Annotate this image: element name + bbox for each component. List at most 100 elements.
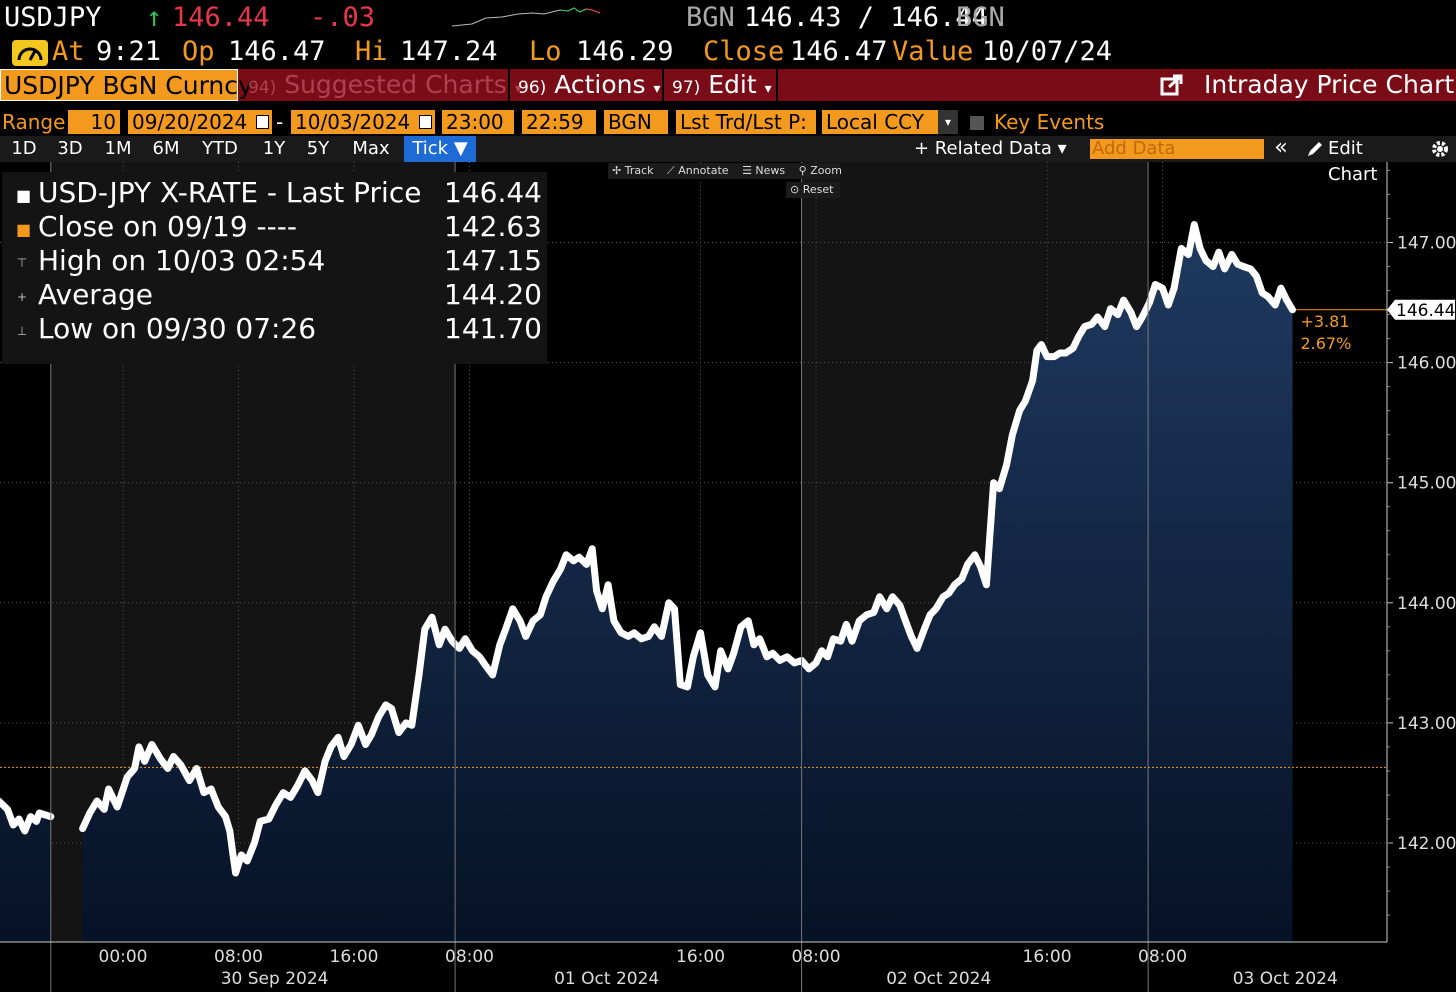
menu-divider xyxy=(508,69,510,101)
edit-chart-button[interactable]: Edit Chart xyxy=(1328,138,1378,185)
range-bar: Range 10 09/20/2024 - 10/03/2024 23:00 2… xyxy=(0,108,1456,136)
legend-close-value: 142.63 xyxy=(444,210,542,243)
x-tick-label: 08:00 xyxy=(445,947,494,967)
edit-num: 97) xyxy=(672,78,701,98)
ask-source: BGN xyxy=(956,2,1005,33)
close-label: Close xyxy=(703,36,785,67)
y-tick-label: 142.00 xyxy=(1397,834,1456,854)
range-label: Range xyxy=(2,110,66,134)
period-button-1m[interactable]: 1M xyxy=(104,138,132,159)
legend-low-label: Low on 09/30 07:26 xyxy=(38,312,317,345)
period-button-max[interactable]: Max xyxy=(352,138,390,159)
legend-average-label: Average xyxy=(38,278,153,311)
period-button-6m[interactable]: 6M xyxy=(152,138,180,159)
date-label: 30 Sep 2024 xyxy=(221,969,329,989)
range-value[interactable]: 10 xyxy=(68,110,120,134)
gear-icon[interactable] xyxy=(1430,139,1450,163)
open-label: Op xyxy=(182,36,215,67)
price-change: -.03 xyxy=(310,2,376,33)
y-tick-label: 147.00 xyxy=(1397,234,1456,254)
chart-title-text: Intraday Price Chart xyxy=(1204,70,1455,99)
collapse-button[interactable]: « xyxy=(1274,135,1288,160)
start-date: 09/20/2024 xyxy=(132,110,248,134)
news-tool[interactable]: ☰ News xyxy=(742,164,786,177)
x-tick-label: 08:00 xyxy=(792,947,841,967)
related-data-button[interactable]: + Related Data ▾ xyxy=(914,138,1067,159)
x-tick-label: 16:00 xyxy=(1023,947,1072,967)
chevron-down-icon[interactable]: ▾ xyxy=(938,110,958,134)
track-label: Track xyxy=(624,164,654,177)
suggested-num: 94) xyxy=(248,78,277,98)
calendar-icon[interactable] xyxy=(256,115,269,129)
key-events-checkbox[interactable] xyxy=(970,116,984,130)
last-price-tag xyxy=(1387,299,1455,320)
annotate-label: Annotate xyxy=(678,164,729,177)
period-button-5y[interactable]: 5Y xyxy=(306,138,330,159)
period-bar: 1D 3D 1M 6M YTD 1Y 5Y Max Tick ▼ + Related Data … xyxy=(0,135,1456,185)
date-label: 03 Oct 2024 xyxy=(1233,969,1338,989)
chevron-down-icon: ▾ xyxy=(653,81,661,97)
range-dash: - xyxy=(276,110,284,134)
suggested-charts-menu[interactable]: 94) Suggested Charts ▾ xyxy=(248,69,522,101)
reset-label: Reset xyxy=(802,183,834,196)
price-chart[interactable]: 147.00 146.00 145.00 144.00 143.00 142.00 00:0… xyxy=(0,162,1456,992)
quote-stats: At 9:21 Op 146.47 Hi 147.24 Lo 146.29 Cl… xyxy=(0,36,1456,70)
chart-title: Intraday Price Chart xyxy=(1204,69,1454,101)
legend-last-value: 146.44 xyxy=(444,176,542,209)
end-time[interactable]: 22:59 xyxy=(522,110,596,134)
menu-bar: USDJPY BGN Curncy 94) Suggested Charts ▾… xyxy=(0,69,1456,101)
security-label: USDJPY BGN Curncy xyxy=(4,71,253,100)
reset-icon: ⊙ xyxy=(790,183,800,196)
last-price: 146.44 xyxy=(172,2,270,33)
average-marker-icon: + xyxy=(16,290,28,304)
date-label: 01 Oct 2024 xyxy=(554,969,659,989)
external-link-icon[interactable] xyxy=(1160,73,1184,97)
value-label: Value xyxy=(892,36,974,67)
period-button-1d[interactable]: 1D xyxy=(11,138,37,159)
y-tick-label: 146.00 xyxy=(1397,354,1456,374)
annotate-tool[interactable]: ⟋ Annotate xyxy=(667,164,729,177)
period-button-ytd[interactable]: YTD xyxy=(202,138,238,159)
gauge-icon xyxy=(12,40,48,66)
zoom-tool[interactable]: ⚲ Zoom xyxy=(798,164,842,177)
period-button-1y[interactable]: 1Y xyxy=(262,138,286,159)
reset-tool[interactable]: ⊙ Reset xyxy=(786,182,840,198)
end-date-field[interactable]: 10/03/2024 xyxy=(291,110,435,134)
quote-header: USDJPY ↑ 146.44 -.03 BGN 146.43 / 146.44… xyxy=(0,2,1456,36)
menu-divider xyxy=(776,69,778,101)
mode-field[interactable]: Lst Trd/Lst P: xyxy=(676,110,816,134)
series-marker-icon: ■ xyxy=(16,186,32,205)
price-area xyxy=(0,224,1293,942)
security-field[interactable]: USDJPY BGN Curncy xyxy=(0,69,253,101)
currency-value: Local CCY xyxy=(826,110,924,134)
ticker: USDJPY xyxy=(4,2,102,33)
date-label: 02 Oct 2024 xyxy=(886,969,991,989)
x-tick-label: 00:00 xyxy=(99,947,148,967)
x-tick-label: 16:00 xyxy=(676,947,725,967)
add-data-input[interactable]: Add Data xyxy=(1090,139,1264,159)
change-abs-label: +3.81 xyxy=(1300,312,1349,331)
track-tool[interactable]: ✢ Track xyxy=(612,164,654,177)
calendar-icon[interactable] xyxy=(419,115,432,129)
start-date-field[interactable]: 09/20/2024 xyxy=(128,110,272,134)
high-marker-icon: ⊤ xyxy=(16,256,28,270)
edit-menu[interactable]: 97) Edit ▾ xyxy=(672,69,772,101)
start-time[interactable]: 23:00 xyxy=(442,110,514,134)
period-button-tick[interactable]: Tick ▼ xyxy=(404,136,476,162)
high-label: Hi xyxy=(355,36,388,67)
source-field[interactable]: BGN xyxy=(604,110,668,134)
price-line xyxy=(0,221,1296,877)
high-value: 147.24 xyxy=(400,36,498,67)
currency-select[interactable]: Local CCY xyxy=(822,110,958,134)
key-events-label: Key Events xyxy=(994,110,1105,134)
actions-num: 96) xyxy=(518,78,547,98)
actions-menu[interactable]: 96) Actions ▾ xyxy=(518,69,661,101)
chevron-down-icon: ▾ xyxy=(764,81,772,97)
close-value: 146.47 xyxy=(790,36,888,67)
value-date: 10/07/24 xyxy=(982,36,1113,67)
up-arrow-icon: ↑ xyxy=(146,2,163,33)
period-button-3d[interactable]: 3D xyxy=(57,138,83,159)
x-tick-label: 16:00 xyxy=(330,947,379,967)
legend-high-label: High on 10/03 02:54 xyxy=(38,244,326,277)
y-tick-label: 143.00 xyxy=(1397,714,1456,734)
